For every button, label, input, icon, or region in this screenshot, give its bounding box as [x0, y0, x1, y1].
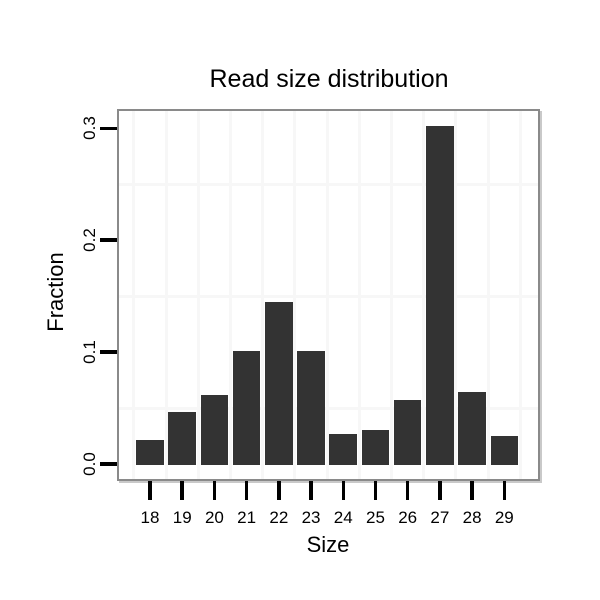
x-axis-tick [341, 481, 345, 500]
bar-22 [265, 301, 293, 465]
gridline-vertical [261, 111, 265, 479]
x-axis-tick-label: 27 [430, 508, 450, 527]
gridline-vertical [164, 111, 168, 479]
x-axis-tick-label: 25 [366, 508, 385, 527]
gridline-vertical [325, 111, 329, 479]
bar-25 [361, 430, 390, 465]
x-axis-tick-label: 18 [140, 508, 160, 527]
gridline-vertical [132, 111, 136, 479]
y-axis-tick [100, 126, 117, 131]
bar-20 [200, 394, 229, 465]
y-axis-tick [100, 238, 117, 242]
x-axis-tick [438, 481, 442, 500]
y-axis-tick-label: 0.0 [80, 452, 99, 476]
chart-title: Read size distribution [209, 65, 449, 93]
bar-23 [297, 350, 325, 465]
bar-18 [136, 440, 164, 465]
x-axis-tick [309, 481, 313, 500]
gridline-vertical [196, 111, 200, 479]
gridline-vertical [486, 111, 490, 479]
y-axis-tick [100, 462, 117, 466]
gridline-vertical [454, 111, 458, 479]
y-axis-tick [100, 350, 117, 354]
gridline-vertical [229, 111, 233, 479]
y-axis-tick-label: 0.3 [80, 116, 99, 141]
gridline-vertical [422, 111, 426, 479]
y-axis-tick-label: 0.1 [80, 340, 99, 364]
bar-24 [329, 433, 358, 465]
gridline-vertical [293, 111, 297, 479]
bar-27 [426, 125, 454, 465]
y-axis-title: Fraction [43, 252, 68, 332]
x-axis-tick [405, 481, 410, 500]
x-axis-tick-label: 20 [204, 508, 224, 527]
x-axis-tick [277, 481, 281, 500]
plot-panel [117, 109, 540, 481]
x-axis-tick-label: 29 [494, 508, 514, 527]
gridline-vertical [357, 111, 361, 479]
x-axis-tick [180, 481, 184, 500]
x-axis-tick [212, 481, 217, 500]
gridline-vertical [518, 111, 522, 479]
x-axis-tick-label: 19 [172, 508, 192, 527]
x-axis-tick-label: 21 [237, 508, 257, 527]
x-axis-tick-label: 22 [269, 508, 289, 527]
x-axis-tick [373, 481, 378, 500]
x-axis-title: Size [306, 532, 350, 557]
y-axis-tick-label: 0.2 [80, 228, 99, 253]
x-axis-tick-label: 23 [301, 508, 321, 527]
gridline-vertical [390, 111, 394, 479]
x-axis-tick [148, 481, 152, 500]
bar-21 [232, 350, 261, 465]
bar-26 [393, 400, 422, 465]
bar-28 [458, 392, 486, 465]
x-axis-tick [470, 481, 474, 500]
x-axis-tick [244, 481, 249, 500]
bar-29 [490, 435, 519, 465]
x-axis-tick [502, 481, 507, 500]
x-axis-tick-label: 24 [333, 508, 353, 527]
bar-19 [168, 412, 196, 465]
x-axis-tick-label: 28 [462, 508, 482, 527]
x-axis-tick-label: 26 [398, 508, 418, 527]
